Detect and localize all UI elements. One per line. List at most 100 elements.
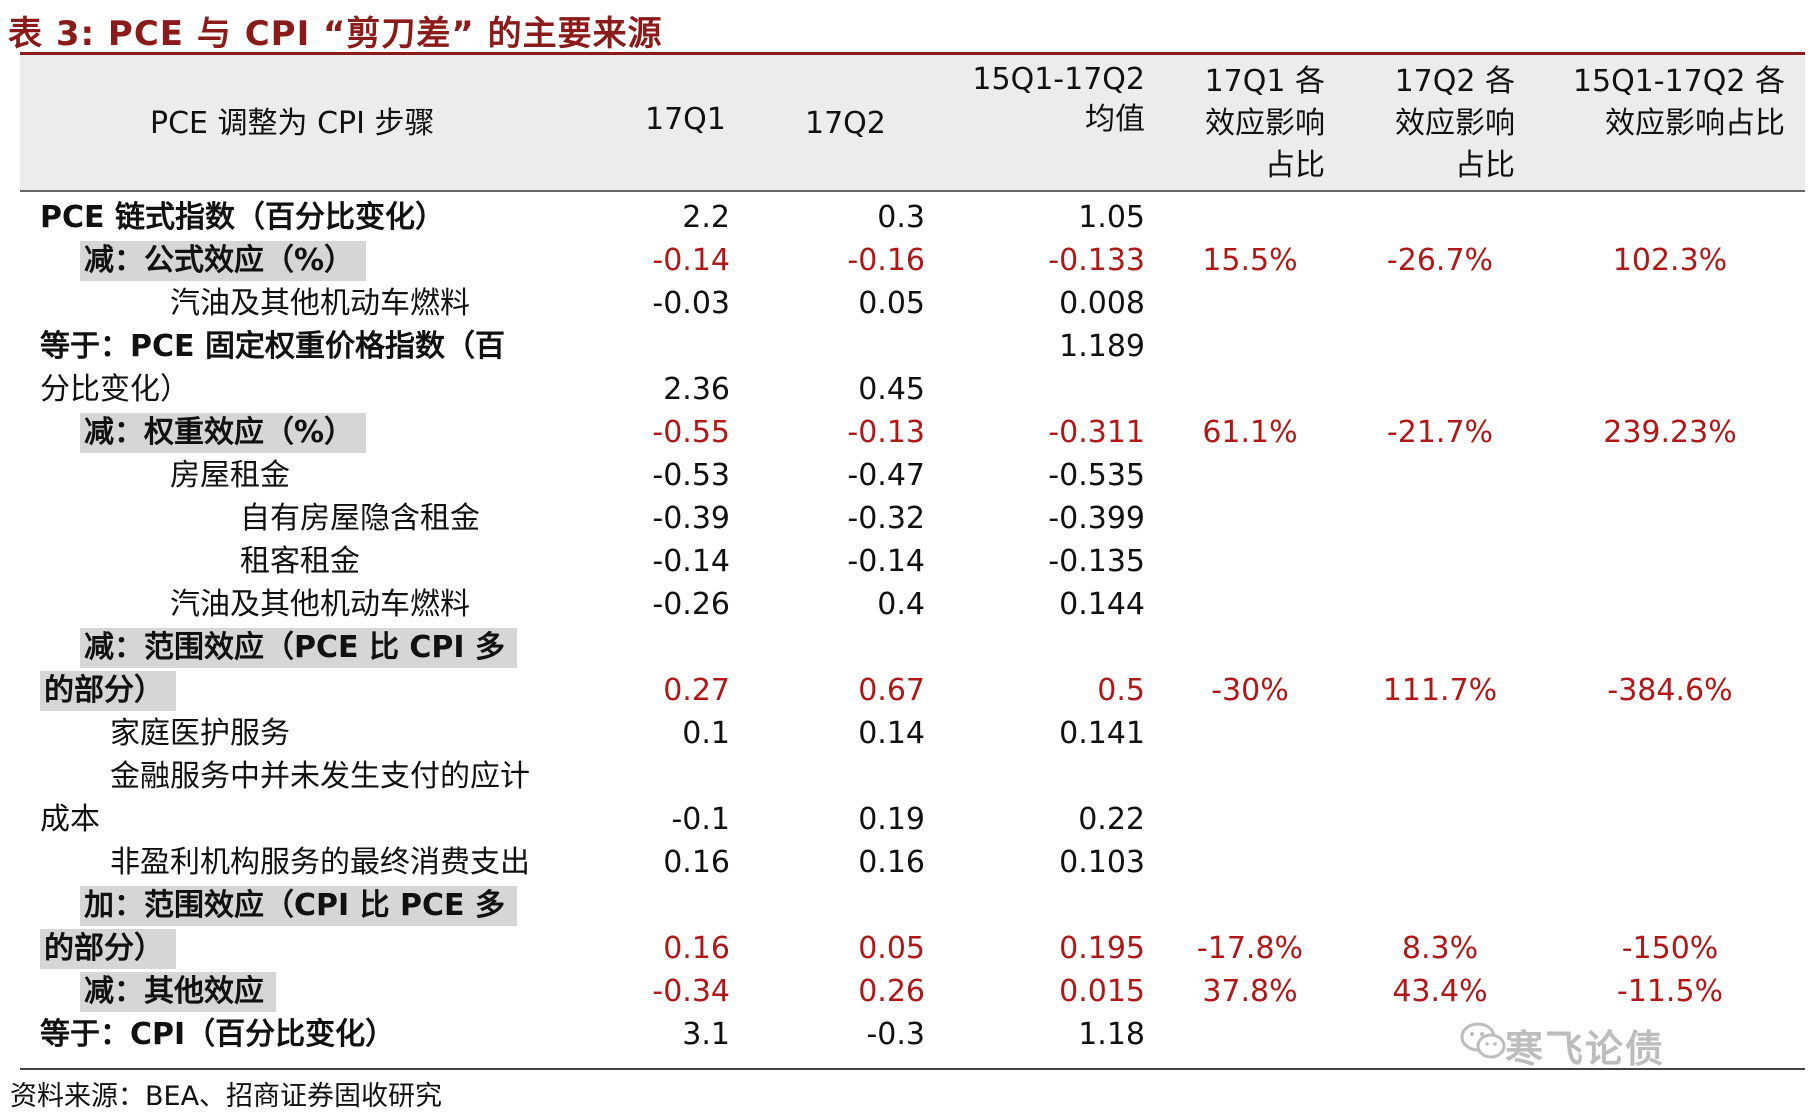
header-col-p3-line2: 效应影响占比: [1605, 106, 1785, 141]
cell-q2: 0.3: [877, 200, 925, 235]
cell-q2: 0.4: [877, 587, 925, 622]
cell-q2: -0.47: [847, 458, 925, 493]
cell-p3: -384.6%: [1607, 673, 1733, 708]
table-title: 表 3: PCE 与 CPI “剪刀差” 的主要来源: [8, 14, 663, 54]
table-header: [20, 55, 1805, 190]
cell-p2: 43.4%: [1392, 974, 1488, 1009]
row-label: 分比变化）: [40, 372, 190, 407]
header-col-avg-line1: 15Q1-17Q2: [972, 62, 1145, 97]
cell-p1: -17.8%: [1196, 931, 1304, 966]
cell-q1: 0.16: [663, 931, 730, 966]
header-col-17q2: 17Q2: [805, 106, 886, 141]
row-label: 汽油及其他机动车燃料: [170, 286, 470, 321]
cell-p1: 15.5%: [1202, 243, 1298, 278]
table-row: 减：其他效应 -0.34 0.26 0.015 37.8% 43.4% -11.5%: [0, 972, 1820, 1016]
cell-q1: -0.34: [652, 974, 730, 1009]
cell-q2: -0.3: [866, 1017, 925, 1052]
header-col-p3-line1: 15Q1-17Q2 各: [1572, 64, 1785, 99]
table-row: 的部分） 0.16 0.05 0.195 -17.8% 8.3% -150%: [0, 929, 1820, 973]
row-label: 加：范围效应（CPI 比 PCE 多: [80, 886, 517, 926]
row-label: 的部分）: [40, 671, 176, 711]
cell-q2: 0.05: [858, 286, 925, 321]
cell-q2: -0.16: [847, 243, 925, 278]
header-col-p1-line3: 占比: [1265, 148, 1325, 183]
cell-q2: 0.26: [858, 974, 925, 1009]
cell-avg: 1.189: [1059, 329, 1145, 364]
row-label: 汽油及其他机动车燃料: [170, 587, 470, 622]
table-row: 加：范围效应（CPI 比 PCE 多: [0, 886, 1820, 930]
cell-q1: 2.36: [663, 372, 730, 407]
cell-avg: -0.133: [1048, 243, 1145, 278]
row-label: 减：公式效应（%）: [80, 241, 367, 281]
row-label: 租客租金: [240, 544, 360, 579]
cell-avg: 1.18: [1078, 1017, 1145, 1052]
cell-q2: 0.67: [858, 673, 925, 708]
header-col-p2-line1: 17Q2 各: [1394, 64, 1515, 99]
cell-p3: 102.3%: [1612, 243, 1728, 278]
table-row: 家庭医护服务 0.1 0.14 0.141: [0, 714, 1820, 758]
cell-q1: 3.1: [682, 1017, 730, 1052]
header-col-17q1: 17Q1: [645, 102, 726, 137]
table-row: 租客租金 -0.14 -0.14 -0.135: [0, 542, 1820, 586]
cell-q1: 2.2: [682, 200, 730, 235]
cell-q1: 0.1: [682, 716, 730, 751]
cell-avg: 0.144: [1059, 587, 1145, 622]
row-label: 减：其他效应: [80, 972, 276, 1012]
cell-p2: 111.7%: [1382, 673, 1498, 708]
row-label: 家庭医护服务: [110, 716, 290, 751]
cell-q1: -0.03: [652, 286, 730, 321]
table-row: 的部分） 0.27 0.67 0.5 -30% 111.7% -384.6%: [0, 671, 1820, 715]
row-label: 的部分）: [40, 929, 176, 969]
cell-p1: 61.1%: [1202, 415, 1298, 450]
row-label: 减：权重效应（%）: [80, 413, 367, 453]
header-col-p2-line2: 效应影响: [1395, 106, 1515, 141]
header-rule: [20, 190, 1805, 192]
cell-avg: 0.103: [1059, 845, 1145, 880]
cell-q1: -0.14: [652, 544, 730, 579]
cell-q1: 0.16: [663, 845, 730, 880]
header-col-p1-line1: 17Q1 各: [1204, 64, 1325, 99]
table-row: 金融服务中并未发生支付的应计: [0, 757, 1820, 801]
cell-q1: -0.53: [652, 458, 730, 493]
row-label: 自有房屋隐含租金: [240, 501, 480, 536]
table-row: 等于：CPI（百分比变化） 3.1 -0.3 1.18: [0, 1015, 1820, 1059]
cell-avg: 0.008: [1059, 286, 1145, 321]
row-label: 减：范围效应（PCE 比 CPI 多: [80, 628, 517, 668]
cell-q2: -0.32: [847, 501, 925, 536]
row-label: 成本: [40, 802, 100, 837]
row-label: 金融服务中并未发生支付的应计: [110, 759, 530, 794]
row-label: 等于：CPI（百分比变化）: [40, 1017, 396, 1052]
cell-p2: -26.7%: [1386, 243, 1494, 278]
cell-p1: -30%: [1211, 673, 1289, 708]
cell-q2: 0.05: [858, 931, 925, 966]
header-col-p2-line3: 占比: [1455, 148, 1515, 183]
cell-q1: -0.26: [652, 587, 730, 622]
cell-p2: -21.7%: [1386, 415, 1494, 450]
row-label: 非盈利机构服务的最终消费支出: [110, 845, 530, 880]
cell-avg: 0.015: [1059, 974, 1145, 1009]
table-row: 自有房屋隐含租金 -0.39 -0.32 -0.399: [0, 499, 1820, 543]
table-row: 汽油及其他机动车燃料 -0.03 0.05 0.008: [0, 284, 1820, 328]
cell-p3: -150%: [1621, 931, 1719, 966]
cell-p3: 239.23%: [1603, 415, 1737, 450]
cell-q2: 0.14: [858, 716, 925, 751]
cell-p1: 37.8%: [1202, 974, 1298, 1009]
wechat-icon: [1460, 1022, 1506, 1059]
cell-q1: -0.1: [671, 802, 730, 837]
bottom-rule: [20, 1068, 1805, 1070]
table-row: 减：公式效应（%） -0.14 -0.16 -0.133 15.5% -26.7% 102.…: [0, 241, 1820, 285]
cell-avg: 0.22: [1078, 802, 1145, 837]
source-note: 资料来源：BEA、招商证券固收研究: [10, 1081, 443, 1112]
header-col-steps: PCE 调整为 CPI 步骤: [150, 106, 435, 141]
row-label: 房屋租金: [170, 458, 290, 493]
table-row: PCE 链式指数（百分比变化） 2.2 0.3 1.05: [0, 198, 1820, 242]
cell-avg: -0.311: [1048, 415, 1145, 450]
table-row: 非盈利机构服务的最终消费支出 0.16 0.16 0.103: [0, 843, 1820, 887]
cell-p3: -11.5%: [1616, 974, 1724, 1009]
cell-q1: -0.14: [652, 243, 730, 278]
watermark-text: 寒飞论债: [1505, 1027, 1666, 1071]
cell-avg: 0.141: [1059, 716, 1145, 751]
table-row: 房屋租金 -0.53 -0.47 -0.535: [0, 456, 1820, 500]
table-row: 分比变化） 2.36 0.45: [0, 370, 1820, 414]
table-row: 汽油及其他机动车燃料 -0.26 0.4 0.144: [0, 585, 1820, 629]
